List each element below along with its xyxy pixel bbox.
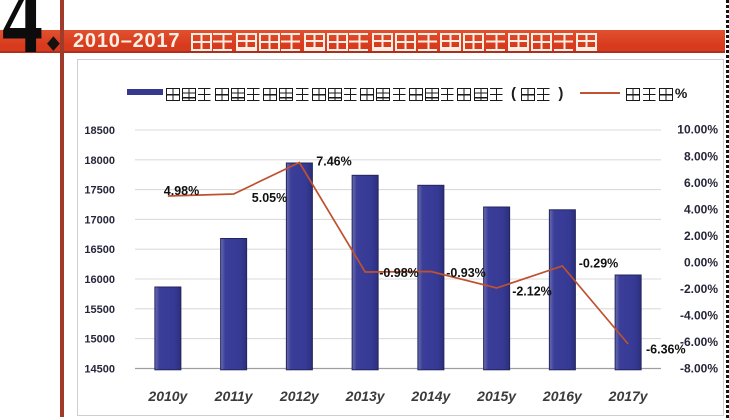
svg-text:-2.12%: -2.12% [512,285,552,299]
svg-text:10.00%: 10.00% [677,123,718,137]
svg-text:7.46%: 7.46% [316,155,351,169]
svg-text:2014y: 2014y [410,388,451,404]
svg-text:2012y: 2012y [279,388,320,404]
svg-text:-4.00%: -4.00% [680,309,718,323]
svg-text:0.00%: 0.00% [684,255,718,269]
svg-text:2.00%: 2.00% [684,229,718,243]
svg-text:6.00%: 6.00% [684,176,718,190]
svg-text:15500: 15500 [84,304,115,316]
svg-text:2016y: 2016y [542,388,583,404]
svg-text:-6.00%: -6.00% [680,335,718,349]
svg-text:8.00%: 8.00% [684,149,718,163]
svg-text:18500: 18500 [84,125,115,137]
svg-text:16500: 16500 [84,244,115,256]
svg-text:16000: 16000 [84,274,115,286]
svg-text:4.98%: 4.98% [164,184,199,198]
svg-text:2011y: 2011y [214,388,254,404]
svg-text:18000: 18000 [84,155,115,167]
svg-text:2010y: 2010y [147,388,188,404]
svg-text:2015y: 2015y [476,388,517,404]
svg-text:-6.36%: -6.36% [646,343,686,357]
svg-text:-0.98%: -0.98% [379,266,419,280]
svg-text:17000: 17000 [84,214,115,226]
svg-text:2013y: 2013y [345,388,386,404]
svg-text:15000: 15000 [84,334,115,346]
svg-text:4.00%: 4.00% [684,202,718,216]
svg-text:-0.93%: -0.93% [446,266,486,280]
svg-text:-0.29%: -0.29% [579,257,619,271]
svg-text:-2.00%: -2.00% [680,282,718,296]
svg-text:14500: 14500 [84,363,115,375]
svg-text:-8.00%: -8.00% [680,362,718,376]
svg-text:17500: 17500 [84,185,115,197]
svg-text:5.05%: 5.05% [252,191,287,205]
svg-text:2017y: 2017y [608,388,649,404]
